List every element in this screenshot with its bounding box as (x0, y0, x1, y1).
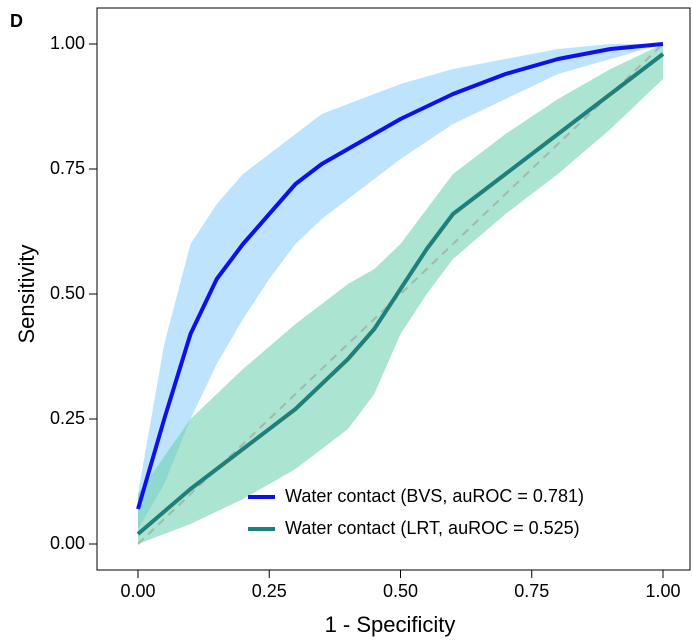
confidence-band (138, 44, 663, 529)
y-tick-label: 0.75 (50, 158, 85, 178)
x-tick-label: 0.25 (252, 581, 287, 601)
y-tick-label: 0.00 (50, 533, 85, 553)
x-tick-label: 0.75 (514, 581, 549, 601)
legend-label: Water contact (LRT, auROC = 0.525) (285, 518, 580, 538)
roc-line (136, 42, 664, 510)
legend-label: Water contact (BVS, auROC = 0.781) (285, 486, 584, 506)
x-tick-label: 1.00 (645, 581, 680, 601)
y-tick-label: 1.00 (50, 33, 85, 53)
x-tick-label: 0.00 (120, 581, 155, 601)
plot-frame (96, 7, 691, 571)
panel-label: D (10, 11, 23, 31)
confidence-band (138, 44, 663, 544)
x-tick-label: 0.50 (383, 581, 418, 601)
y-tick-label: 0.25 (50, 408, 85, 428)
y-tick-label: 0.50 (50, 283, 85, 303)
y-axis-label: Sensitivity (14, 244, 39, 343)
roc-line (136, 52, 665, 536)
x-axis-label: 1 - Specificity (325, 612, 456, 637)
